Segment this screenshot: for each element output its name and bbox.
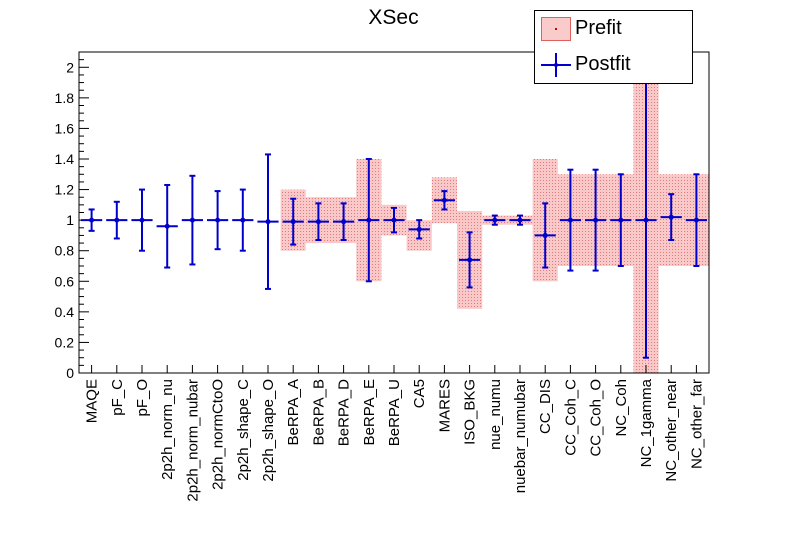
x-tick-label: BeRPA_D [336, 379, 353, 446]
legend-item-postfit: Postfit [535, 47, 692, 83]
x-tick-label: pF_C [109, 379, 126, 416]
y-tick-label: 0.8 [55, 243, 75, 259]
x-tick-label: 2p2h_norm_nu [159, 379, 176, 480]
x-tick-label: NC_other_near [663, 379, 680, 482]
x-tick-label: CC_Coh_O [588, 379, 605, 457]
postfit-point [593, 217, 599, 223]
x-tick-label: 2p2h_norm_nubar [184, 379, 201, 502]
prefit-swatch [541, 17, 571, 41]
postfit-point [341, 219, 347, 225]
y-tick-label: 0.2 [55, 334, 75, 350]
legend: Prefit Postfit [534, 10, 693, 84]
postfit-point [517, 217, 523, 223]
postfit-swatch [541, 53, 571, 77]
y-tick-label: 0.4 [55, 304, 75, 320]
x-tick-label: 2p2h_normCtoO [210, 379, 227, 490]
postfit-point [366, 217, 372, 223]
postfit-point [139, 217, 145, 223]
x-tick-label: MARES [436, 379, 453, 432]
x-tick-label: BeRPA_A [285, 379, 302, 445]
postfit-point [693, 217, 699, 223]
x-tick-label: pF_O [134, 379, 151, 417]
chart-title: XSec [368, 6, 419, 29]
legend-label-prefit: Prefit [575, 17, 622, 39]
postfit-point [189, 217, 195, 223]
x-tick-label: CA5 [411, 379, 428, 408]
x-tick-label: 2p2h_shape_O [260, 379, 277, 482]
y-tick-label: 1.6 [55, 120, 75, 136]
x-tick-label: CC_DIS [537, 379, 554, 434]
postfit-point [164, 223, 170, 229]
x-tick-label: ISO_BKG [462, 379, 479, 445]
x-tick-label: NC_other_far [688, 379, 705, 469]
postfit-point [391, 217, 397, 223]
y-tick-label: 2 [66, 59, 74, 75]
x-tick-label: CC_Coh_C [562, 379, 579, 456]
postfit-point [492, 217, 498, 223]
y-tick-label: 1.2 [55, 182, 75, 198]
y-tick-label: 1.8 [55, 90, 75, 106]
x-tick-label: NC_Coh [613, 379, 630, 437]
x-tick-label: nue_numu [487, 379, 504, 450]
x-tick-label: BeRPA_B [310, 379, 327, 445]
legend-item-prefit: Prefit [535, 11, 692, 47]
y-tick-label: 0 [66, 365, 74, 381]
y-tick-label: 0.6 [55, 273, 75, 289]
postfit-point [542, 232, 548, 238]
postfit-point [668, 214, 674, 220]
postfit-point [240, 217, 246, 223]
postfit-point [290, 219, 296, 225]
legend-label-postfit: Postfit [575, 53, 631, 75]
x-tick-label: nuebar_numubar [512, 379, 529, 493]
y-tick-label: 1.4 [55, 151, 75, 167]
postfit-point [265, 219, 271, 225]
postfit-point [114, 217, 120, 223]
postfit-point [643, 217, 649, 223]
postfit-point [215, 217, 221, 223]
postfit-point [315, 219, 321, 225]
postfit-point [416, 226, 422, 232]
y-tick-label: 1 [66, 212, 74, 228]
postfit-point [441, 197, 447, 203]
postfit-point [467, 257, 473, 263]
x-tick-label: BeRPA_E [361, 379, 378, 445]
x-tick-label: MAQE [84, 379, 101, 423]
x-tick-label: 2p2h_shape_C [235, 379, 252, 481]
postfit-point [567, 217, 573, 223]
x-tick-label: BeRPA_U [386, 379, 403, 446]
postfit-point [618, 217, 624, 223]
x-tick-label: NC_1gamma [638, 378, 655, 467]
postfit-point [89, 217, 95, 223]
